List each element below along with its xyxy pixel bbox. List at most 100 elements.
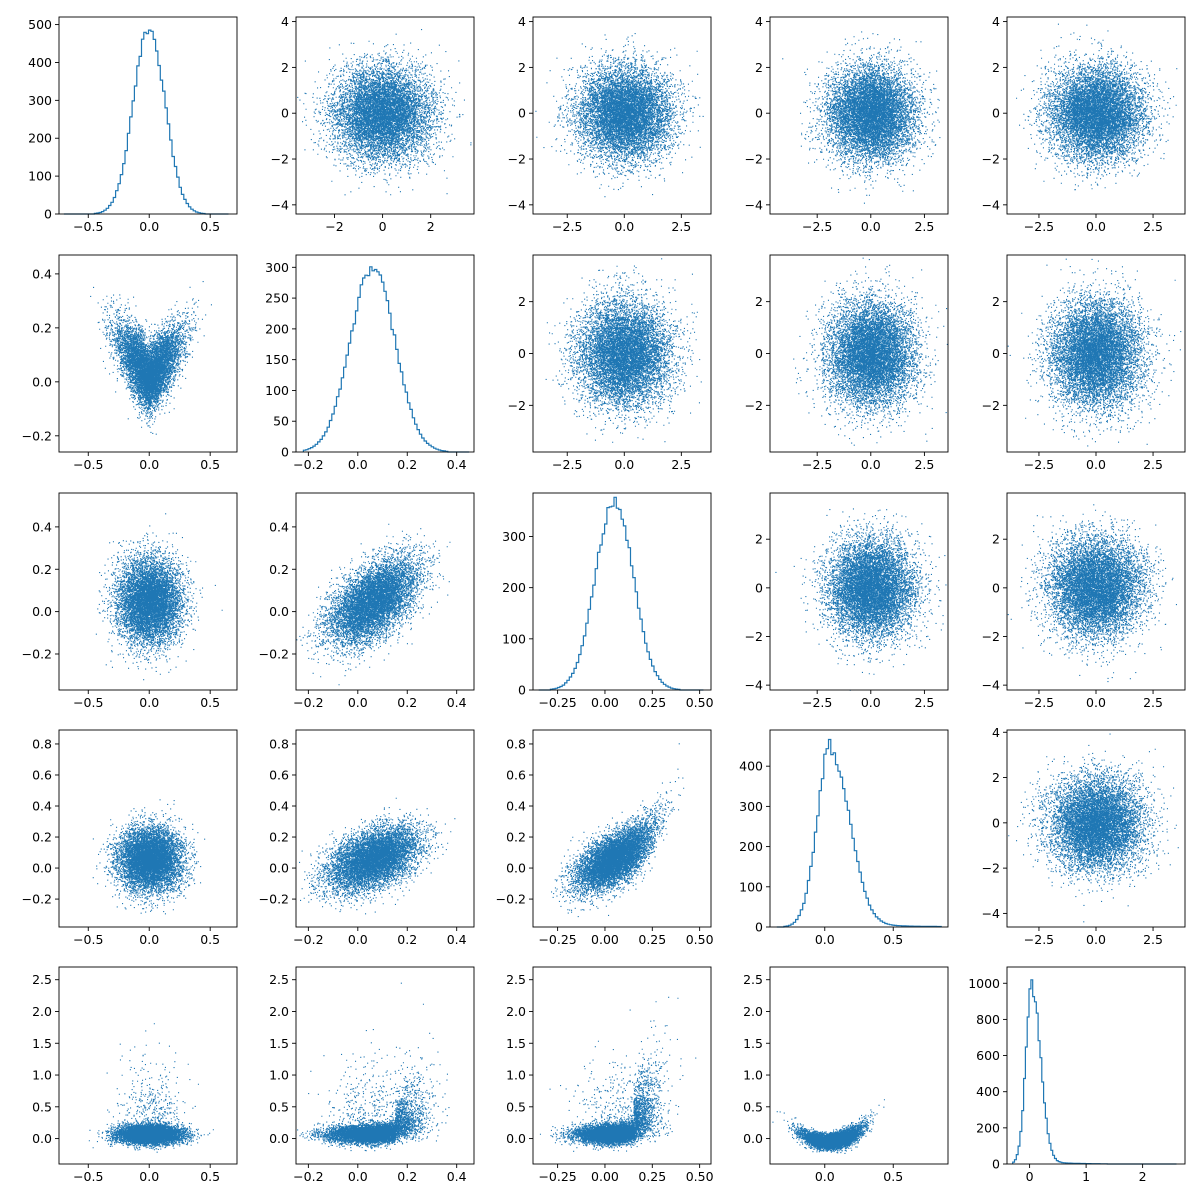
x-tick-label: 2.5: [914, 695, 934, 710]
y-tick-label: 2.0: [743, 1004, 763, 1019]
y-tick-label: −4: [745, 678, 763, 693]
y-tick-label: 400: [976, 1084, 1000, 1099]
y-tick-label: −2: [982, 398, 1000, 413]
scatter-point-cloud: [297, 29, 472, 196]
scatter-point-cloud: [88, 1023, 214, 1153]
x-tick-label: 0.00: [591, 932, 619, 947]
y-tick-label: −2: [271, 152, 289, 167]
y-tick-label: 150: [265, 352, 289, 367]
x-tick-label: 1: [1082, 1169, 1090, 1184]
scatter-points: [88, 1023, 214, 1153]
y-tick-label: −2: [508, 152, 526, 167]
y-tick-label: 200: [265, 321, 289, 336]
x-tick-label: 0.0: [139, 695, 159, 710]
y-tick-label: 0.2: [269, 562, 289, 577]
y-tick-label: 0: [281, 106, 289, 121]
scatter-point-cloud: [1016, 23, 1178, 191]
scatter-points: [299, 797, 456, 915]
x-tick-label: −0.2: [293, 457, 323, 472]
y-tick-label: 2.5: [743, 972, 763, 987]
x-tick-label: 0.0: [139, 457, 159, 472]
y-tick-label: 1.0: [32, 1068, 52, 1083]
scatter-points: [782, 31, 941, 204]
x-tick-label: 0.5: [200, 457, 220, 472]
x-tick-label: −0.25: [538, 1169, 576, 1184]
x-tick-label: −2: [325, 219, 343, 234]
x-tick-label: 0.5: [200, 695, 220, 710]
y-tick-label: 200: [976, 1120, 1000, 1135]
x-tick-label: −2.5: [802, 219, 832, 234]
x-tick-label: −0.5: [73, 932, 103, 947]
x-tick-label: 0.0: [139, 219, 159, 234]
y-tick-label: −0.2: [22, 428, 52, 443]
x-tick-label: 0.0: [139, 1169, 159, 1184]
scatter-points: [793, 257, 948, 446]
x-tick-label: 0.25: [638, 1169, 666, 1184]
scatter-point-cloud: [775, 508, 947, 691]
y-tick-label: −4: [745, 197, 763, 212]
axes-frame: [58, 254, 238, 453]
scatter-points: [92, 799, 206, 915]
x-tick-label: 0.25: [638, 695, 666, 710]
y-tick-label: 0: [755, 580, 763, 595]
x-tick-label: 0.2: [397, 457, 417, 472]
x-tick-label: 0.4: [447, 1169, 467, 1184]
scatter-points: [297, 29, 472, 196]
y-tick-label: −2: [745, 629, 763, 644]
y-tick-label: −2: [745, 152, 763, 167]
x-tick-label: 0.25: [638, 932, 666, 947]
y-tick-label: 2.0: [506, 1004, 526, 1019]
y-tick-label: 2: [992, 770, 1000, 785]
y-tick-label: 4: [281, 14, 289, 29]
scatter-point-cloud: [90, 281, 212, 435]
subplot-r0-c2: −2.5 0.0 2.5 −4 −2 0 2 4: [508, 14, 712, 234]
scatter-point-cloud: [1007, 504, 1177, 683]
y-tick-label: 0.0: [32, 374, 52, 389]
y-tick-label: 0.0: [743, 1131, 763, 1146]
y-tick-label: 1.0: [743, 1068, 763, 1083]
y-tick-label: 0: [992, 106, 1000, 121]
x-tick-label: 0.4: [447, 457, 467, 472]
x-tick-label: 0.0: [1086, 219, 1106, 234]
x-tick-label: −0.2: [293, 695, 323, 710]
scatter-point-cloud: [299, 797, 456, 915]
axes-frame: [295, 492, 475, 691]
y-tick-label: −4: [508, 197, 526, 212]
x-tick-label: −0.5: [73, 457, 103, 472]
x-tick-label: 0.0: [815, 932, 835, 947]
axes-frame: [1006, 966, 1186, 1165]
y-tick-label: 0.6: [32, 767, 52, 782]
y-tick-label: 0: [992, 815, 1000, 830]
y-tick-label: 0.0: [32, 861, 52, 876]
axes-frame: [532, 16, 712, 215]
subplot-r2-c2: −0.25 0.00 0.25 0.50 0 100 200 300: [502, 492, 714, 710]
scatter-points: [1016, 23, 1178, 191]
y-tick-label: 0.0: [269, 604, 289, 619]
subplot-r4-c1: −0.2 0.0 0.2 0.4 0.0 0.5 1.0 1.5 2.0 2.5: [269, 966, 475, 1184]
y-tick-label: 0.4: [269, 519, 289, 534]
y-tick-label: 1000: [968, 976, 1000, 991]
y-tick-label: −4: [271, 197, 289, 212]
axes-frame: [769, 492, 949, 691]
y-tick-label: 600: [976, 1048, 1000, 1063]
y-tick-label: 0: [518, 106, 526, 121]
x-tick-label: 2: [1139, 1169, 1147, 1184]
scatter-point-cloud: [297, 982, 450, 1152]
x-tick-label: 0.2: [397, 1169, 417, 1184]
scatter-point-cloud: [1007, 258, 1182, 447]
y-tick-label: 0: [992, 1157, 1000, 1172]
x-tick-label: −2.5: [1024, 457, 1054, 472]
y-tick-label: 300: [502, 529, 526, 544]
y-tick-label: 0.2: [269, 830, 289, 845]
axes-frame: [532, 966, 712, 1165]
x-tick-label: 0.5: [200, 1169, 220, 1184]
scatter-point-cloud: [539, 996, 697, 1152]
y-tick-label: 0.4: [32, 266, 52, 281]
y-tick-label: 0.0: [269, 1131, 289, 1146]
y-tick-label: 2.5: [32, 972, 52, 987]
x-tick-label: 0.0: [861, 457, 881, 472]
y-tick-label: −0.2: [22, 646, 52, 661]
y-tick-label: 500: [28, 17, 52, 32]
y-tick-label: 2: [992, 294, 1000, 309]
axes-frame: [295, 16, 475, 215]
